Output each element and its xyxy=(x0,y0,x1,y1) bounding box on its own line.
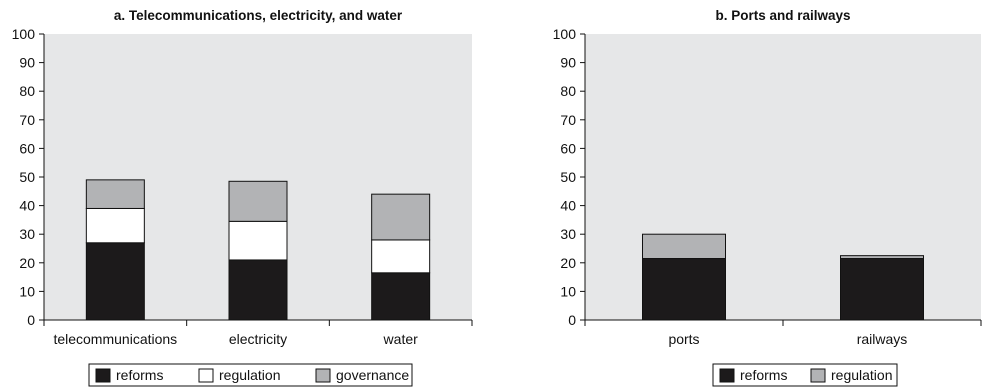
bar-segment-regulation xyxy=(228,220,288,261)
y-tick-label: 0 xyxy=(568,312,576,328)
legend-swatch-reforms xyxy=(95,368,111,383)
legend-swatch-regulation xyxy=(198,368,214,383)
y-tick-label: 80 xyxy=(560,83,576,99)
y-tick-label: 70 xyxy=(560,112,576,128)
legend-label: reforms xyxy=(740,367,787,383)
y-tick-label: 30 xyxy=(19,226,35,242)
legend-swatch-governance xyxy=(315,368,331,383)
y-tick-label: 0 xyxy=(27,312,35,328)
bar-segment-reforms xyxy=(228,259,288,321)
bar-segment-reforms xyxy=(840,258,924,321)
y-tick-label: 30 xyxy=(560,226,576,242)
bar-segment-reforms xyxy=(85,242,145,321)
bar-segment-reforms xyxy=(642,258,726,321)
bar-segment-regulation xyxy=(85,207,145,244)
y-tick-label: 100 xyxy=(12,26,36,42)
y-tick-label: 20 xyxy=(19,255,35,271)
bar-segment-regulation xyxy=(840,255,924,260)
chart-title: b. Ports and railways xyxy=(715,8,850,23)
legend-label: governance xyxy=(336,367,409,383)
x-category-label: telecommunications xyxy=(53,331,177,347)
y-tick-label: 40 xyxy=(19,198,35,214)
y-tick-label: 60 xyxy=(19,140,35,156)
bar-segment-regulation xyxy=(371,239,431,274)
x-category-label: water xyxy=(383,331,419,347)
legend-label: reforms xyxy=(116,367,163,383)
y-tick-label: 50 xyxy=(19,169,35,185)
legend-label: regulation xyxy=(831,367,893,383)
bar-segment-governance xyxy=(228,180,288,222)
y-tick-label: 60 xyxy=(560,140,576,156)
chart-title: a. Telecommunications, electricity, and … xyxy=(114,8,403,23)
y-tick-label: 10 xyxy=(19,283,35,299)
legend-label: regulation xyxy=(219,367,281,383)
bar-segment-reforms xyxy=(371,272,431,321)
legend-box xyxy=(712,363,898,387)
y-tick-label: 80 xyxy=(19,83,35,99)
bar-segment-governance xyxy=(85,179,145,209)
y-tick-label: 20 xyxy=(560,255,576,271)
bar-segment-regulation xyxy=(642,233,726,260)
x-category-label: railways xyxy=(857,331,908,347)
x-category-label: ports xyxy=(668,331,699,347)
y-tick-label: 70 xyxy=(19,112,35,128)
y-tick-label: 90 xyxy=(560,55,576,71)
y-tick-label: 100 xyxy=(553,26,577,42)
y-tick-label: 50 xyxy=(560,169,576,185)
y-tick-label: 40 xyxy=(560,198,576,214)
y-tick-label: 10 xyxy=(560,283,576,299)
legend-swatch-reforms xyxy=(719,368,735,383)
y-tick-label: 90 xyxy=(19,55,35,71)
x-category-label: electricity xyxy=(229,331,287,347)
legend-box xyxy=(88,363,413,387)
legend-swatch-regulation xyxy=(810,368,826,383)
bar-segment-governance xyxy=(371,193,431,241)
